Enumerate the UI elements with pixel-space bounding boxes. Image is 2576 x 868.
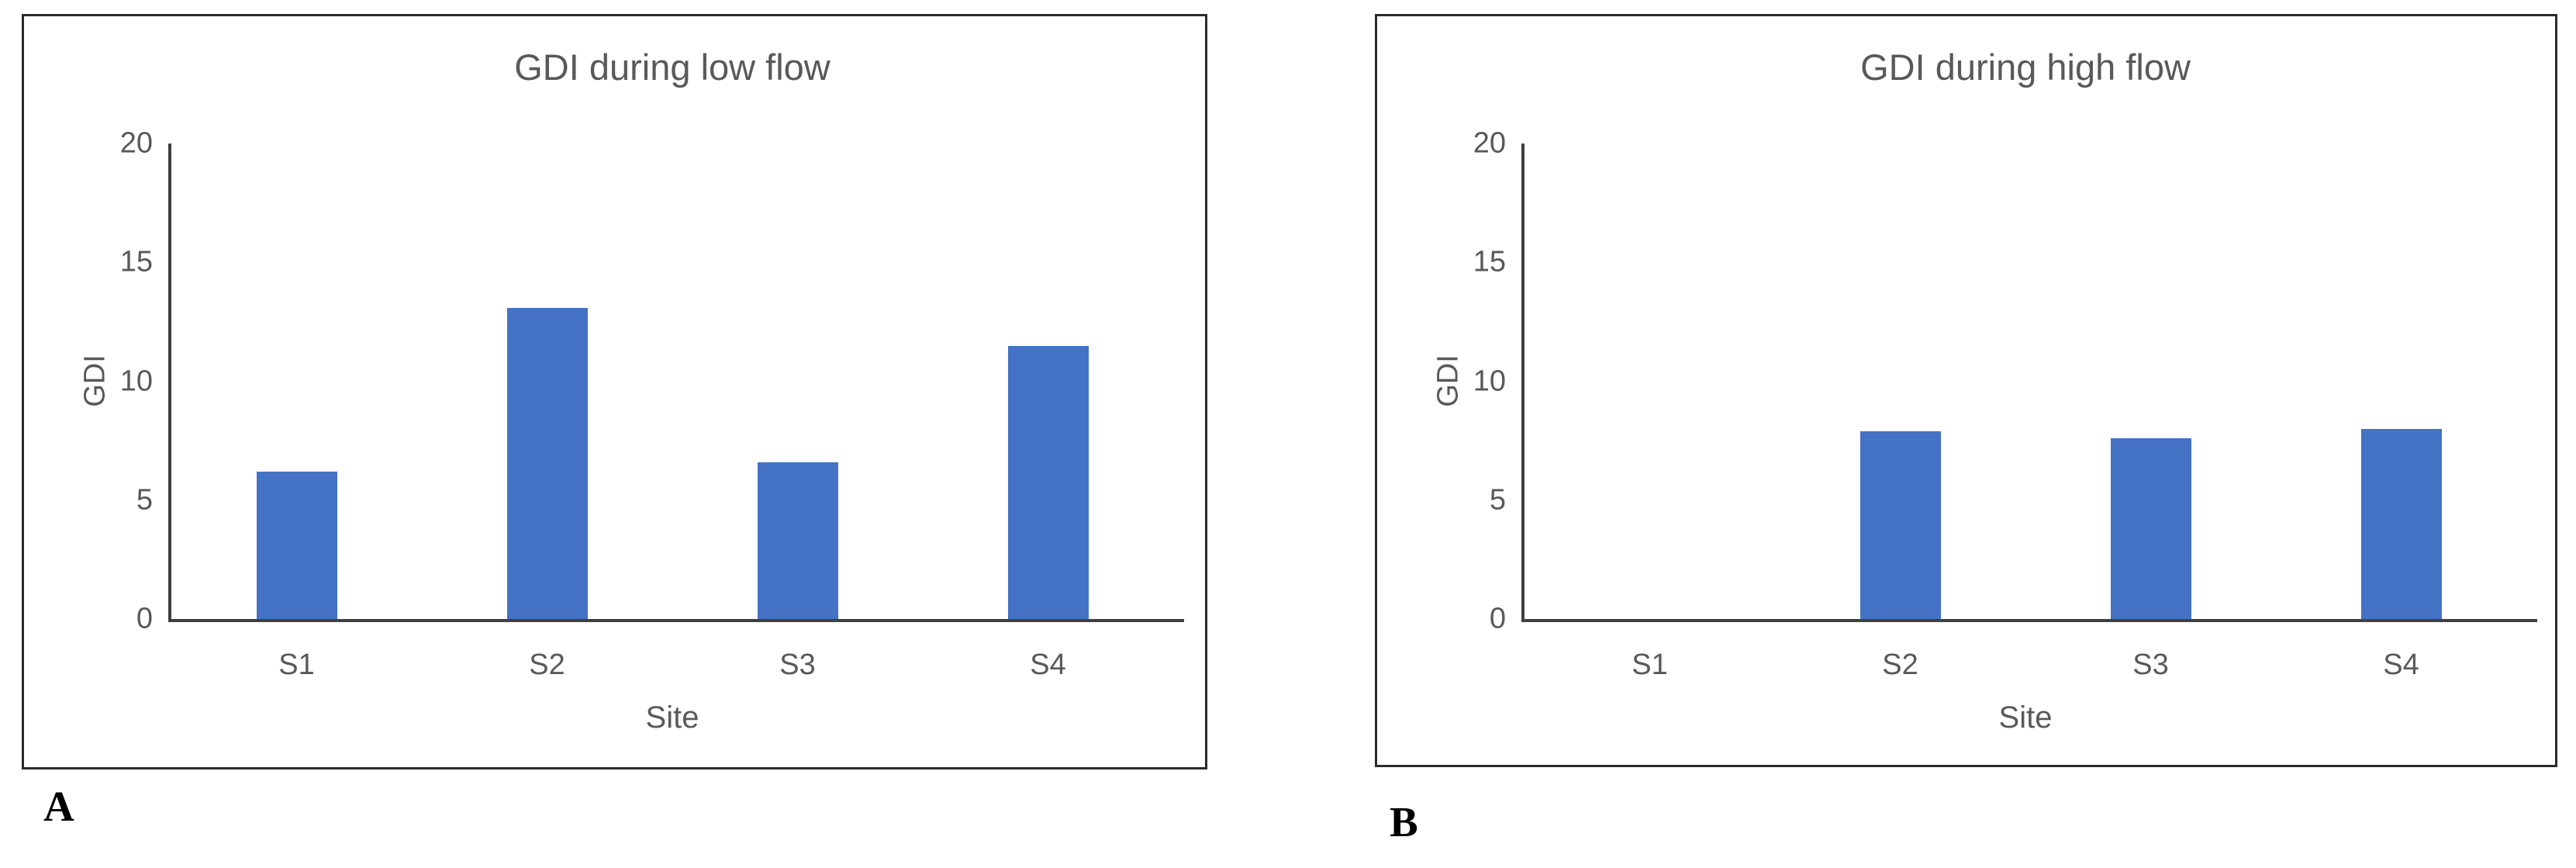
bar-s2 xyxy=(1859,431,1941,619)
y-axis-line xyxy=(1521,144,1525,621)
x-category-label-s2: S2 xyxy=(1882,648,1918,681)
x-category-label-s4: S4 xyxy=(1030,648,1066,681)
y-tick-label: 20 xyxy=(1473,126,1506,160)
panel-low-flow: GDI during low flow GDI 0 5 10 15 20 S1 S2 S3 S… xyxy=(22,14,1207,769)
bar-s3 xyxy=(2110,438,2191,619)
bar-s1 xyxy=(256,471,337,619)
bar-s2 xyxy=(506,307,588,619)
x-axis-title: Site xyxy=(1998,700,2053,735)
x-category-label-s1: S1 xyxy=(1632,648,1668,681)
y-tick-label: 10 xyxy=(1473,365,1506,397)
x-category-label-s3: S3 xyxy=(2132,648,2169,681)
y-tick-label: 15 xyxy=(119,245,153,278)
y-tick-label: 5 xyxy=(136,483,153,517)
y-tick-label: 5 xyxy=(1489,483,1506,517)
y-tick-label: 15 xyxy=(1473,245,1506,278)
bar-s4 xyxy=(1007,345,1089,619)
x-axis-line xyxy=(1521,619,2537,622)
x-category-label-s3: S3 xyxy=(779,648,816,681)
plot-area: 0 5 10 15 20 S1 S2 S3 S4 xyxy=(120,127,1184,681)
bar-s4 xyxy=(2360,428,2442,619)
x-axis-line xyxy=(168,619,1184,622)
plot-area: 0 5 10 15 20 S1 S2 S3 S4 xyxy=(1473,127,2537,681)
y-tick-label: 20 xyxy=(119,126,153,160)
x-category-label-s1: S1 xyxy=(278,648,315,681)
figure-label-b: B xyxy=(1390,798,1418,846)
figure-label-a: A xyxy=(43,783,74,830)
chart-title: GDI during high flow xyxy=(1860,47,2191,88)
chart-title: GDI during low flow xyxy=(514,47,830,88)
y-axis-line xyxy=(168,144,171,621)
x-axis-title: Site xyxy=(645,700,699,735)
panel-high-flow: GDI during high flow GDI 0 5 10 15 20 S1 S2 S3… xyxy=(1375,14,2557,767)
y-tick-label: 0 xyxy=(136,602,153,635)
y-tick-label: 10 xyxy=(119,365,153,397)
y-tick-label: 0 xyxy=(1489,602,1506,635)
x-category-label-s4: S4 xyxy=(2383,648,2419,681)
bar-s3 xyxy=(757,462,838,619)
x-category-label-s2: S2 xyxy=(529,648,565,681)
